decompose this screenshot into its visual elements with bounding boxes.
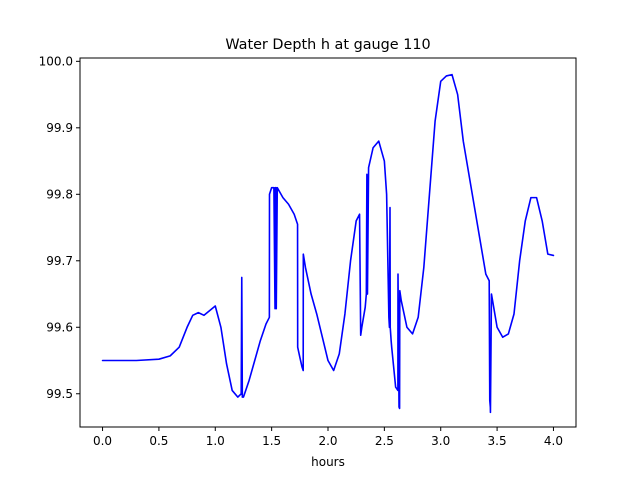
y-tick-label: 99.6 — [46, 320, 73, 334]
x-tick-label: 3.0 — [431, 434, 450, 448]
y-tick-label: 99.9 — [46, 121, 73, 135]
y-tick-label: 100.0 — [39, 54, 73, 68]
plot-area — [80, 58, 576, 427]
y-tick-label: 99.5 — [46, 387, 73, 401]
axes-layer: 0.0 0.5 1.0 1.5 2.0 2.5 3.0 3.5 4.0 99.5 99.6 99.7 9… — [39, 54, 577, 448]
x-tick-label: 0.0 — [93, 434, 112, 448]
x-tick-label: 1.5 — [262, 434, 281, 448]
series-line-0 — [101, 73, 555, 414]
x-tick-label: 0.5 — [149, 434, 168, 448]
x-tick-label: 4.0 — [544, 434, 563, 448]
x-tick-label: 1.0 — [206, 434, 225, 448]
x-axis-label: hours — [311, 455, 345, 469]
x-tick-label: 3.5 — [488, 434, 507, 448]
plot-background — [80, 58, 576, 427]
chart-title: Water Depth h at gauge 110 — [225, 37, 430, 53]
x-tick-label: 2.5 — [375, 434, 394, 448]
x-tick-label: 2.0 — [318, 434, 337, 448]
y-tick-label: 99.7 — [46, 254, 73, 268]
series-layer — [101, 73, 555, 414]
y-tick-label: 99.8 — [46, 187, 73, 201]
